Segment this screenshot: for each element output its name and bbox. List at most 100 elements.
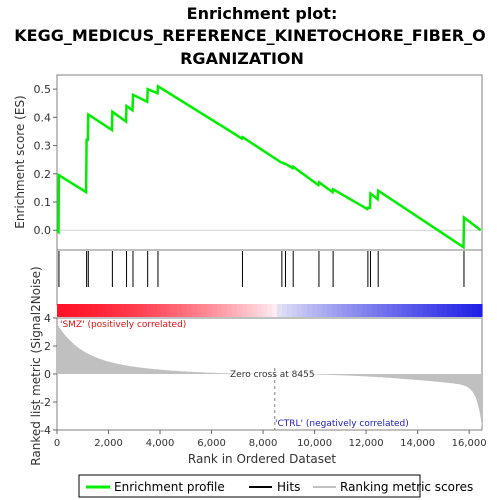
colorbar-segment <box>352 304 358 317</box>
colorbar-segment <box>112 304 118 317</box>
es-y-tick-label: 0.0 <box>34 224 52 237</box>
x-tick-label: 14,000 <box>400 438 435 449</box>
colorbar-segment <box>77 304 83 317</box>
colorbar-segment <box>107 304 113 317</box>
colorbar-segment <box>282 304 288 317</box>
x-tick-label: 10,000 <box>297 438 332 449</box>
colorbar-segment <box>332 304 338 317</box>
colorbar-segment <box>377 304 383 317</box>
es-y-tick-label: 0.2 <box>34 168 52 181</box>
colorbar-segment <box>82 304 88 317</box>
colorbar-segment <box>292 304 298 317</box>
colorbar-segment <box>217 304 223 317</box>
colorbar-segment <box>287 304 293 317</box>
chart-title: Enrichment plot: KEGG_MEDICUS_REFERENCE_… <box>14 4 485 68</box>
colorbar-segment <box>92 304 98 317</box>
positive-label: 'SMZ' (positively correlated) <box>60 320 186 330</box>
colorbar-segment <box>472 304 478 317</box>
colorbar-segment <box>382 304 388 317</box>
colorbar-segment <box>117 304 123 317</box>
colorbar-segment <box>202 304 208 317</box>
negative-label: 'CTRL' (negatively correlated) <box>275 419 409 429</box>
colorbar-segment <box>302 304 308 317</box>
colorbar-segment <box>182 304 188 317</box>
colorbar-segment <box>102 304 108 317</box>
colorbar-segment <box>277 304 283 317</box>
colorbar-segment <box>252 304 258 317</box>
legend-profile-label: Enrichment profile <box>114 480 225 494</box>
colorbar-segment <box>212 304 218 317</box>
metric-y-tick-label: 0 <box>44 368 51 381</box>
x-tick-label: 8,000 <box>249 438 278 449</box>
colorbar-segment <box>262 304 268 317</box>
colorbar-segment <box>367 304 373 317</box>
colorbar-segment <box>337 304 343 317</box>
colorbar-segment <box>322 304 328 317</box>
metric-y-tick-label: -4 <box>40 424 51 437</box>
es-y-tick-label: 0.5 <box>34 83 52 96</box>
colorbar-segment <box>312 304 318 317</box>
colorbar-segment <box>392 304 398 317</box>
colorbar-segment <box>267 304 273 317</box>
colorbar-segment <box>72 304 78 317</box>
colorbar-segment <box>422 304 428 317</box>
colorbar-segment <box>137 304 143 317</box>
colorbar-segment <box>152 304 158 317</box>
colorbar-segment <box>162 304 168 317</box>
metric-y-tick-label: -2 <box>40 396 51 409</box>
colorbar-segment <box>272 304 278 317</box>
x-tick-label: 16,000 <box>452 438 487 449</box>
colorbar-segment <box>432 304 438 317</box>
hits-group <box>58 251 465 287</box>
title-line-1: Enrichment plot: <box>187 4 338 23</box>
es-y-tick-label: 0.4 <box>34 111 52 124</box>
colorbar-segment <box>407 304 413 317</box>
colorbar-segment <box>342 304 348 317</box>
colorbar-segment <box>387 304 393 317</box>
metric-y-tick-label: 2 <box>44 340 51 353</box>
hits-panel-frame <box>56 249 483 306</box>
colorbar-segment <box>447 304 453 317</box>
colorbar-segment <box>257 304 263 317</box>
colorbar-segment <box>402 304 408 317</box>
colorbar-segment <box>177 304 183 317</box>
colorbar-segment <box>477 304 483 317</box>
colorbar-segment <box>457 304 463 317</box>
colorbar-segment <box>327 304 333 317</box>
colorbar-segment <box>417 304 423 317</box>
colorbar-segment <box>57 304 63 317</box>
colorbar-segment <box>122 304 128 317</box>
ranking-metric-area <box>57 323 482 428</box>
colorbar-segment <box>247 304 253 317</box>
colorbar-segment <box>452 304 458 317</box>
legend-hits-label: Hits <box>277 480 300 494</box>
colorbar-segment <box>372 304 378 317</box>
title-line-3: RGANIZATION <box>180 49 304 68</box>
es-panel-frame <box>56 74 483 251</box>
colorbar-segment <box>242 304 248 317</box>
x-tick-label: 12,000 <box>349 438 384 449</box>
colorbar-segment <box>167 304 173 317</box>
colorbar-segment <box>187 304 193 317</box>
legend: Enrichment profile Hits Ranking metric s… <box>78 474 473 498</box>
colorbar-segment <box>437 304 443 317</box>
colorbar-segment <box>412 304 418 317</box>
colorbar-segment <box>357 304 363 317</box>
es-y-axis: 0.0 0.1 0.2 0.3 0.4 0.5 <box>34 83 57 237</box>
enrichment-profile-line <box>56 84 482 250</box>
colorbar-segment <box>172 304 178 317</box>
colorbar-segment <box>317 304 323 317</box>
colorbar-segment <box>442 304 448 317</box>
colorbar-segment <box>62 304 68 317</box>
zero-cross-label: Zero cross at 8455 <box>230 370 315 380</box>
colorbar-segment <box>347 304 353 317</box>
colorbar-segment <box>197 304 203 317</box>
colorbar-segment <box>67 304 73 317</box>
colorbar-segment <box>297 304 303 317</box>
colorbar-segment <box>227 304 233 317</box>
colorbar-segment <box>192 304 198 317</box>
colorbar-segment <box>222 304 228 317</box>
colorbar-segment <box>97 304 103 317</box>
colorbar-segment <box>87 304 93 317</box>
